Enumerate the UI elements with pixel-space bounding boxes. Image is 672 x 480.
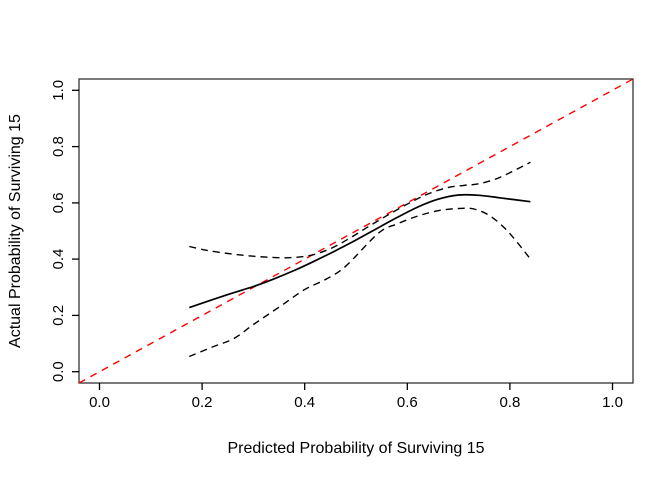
- upper-confidence-band: [189, 161, 531, 259]
- ideal-line: [78, 78, 634, 384]
- x-tick-label: 1.0: [602, 394, 623, 411]
- y-tick-label: 0.6: [50, 192, 67, 213]
- x-tick-label: 0.0: [89, 394, 110, 411]
- y-tick-label: 0.8: [50, 136, 67, 157]
- y-tick-label: 1.0: [50, 80, 67, 101]
- calibration-curve: [189, 193, 531, 309]
- y-tick-label: 0.4: [50, 249, 67, 270]
- x-tick-label: 0.4: [294, 394, 315, 411]
- y-tick-label: 0.0: [50, 361, 67, 382]
- y-axis-title: Actual Probability of Surviving 15: [7, 114, 24, 348]
- x-tick-label: 0.8: [499, 394, 520, 411]
- x-tick-label: 0.2: [192, 394, 213, 411]
- plot-box: [78, 78, 634, 384]
- x-tick-label: 0.6: [397, 394, 418, 411]
- lower-confidence-band: [189, 207, 531, 358]
- x-axis-title: Predicted Probability of Surviving 15: [227, 440, 485, 457]
- y-tick-label: 0.2: [50, 305, 67, 326]
